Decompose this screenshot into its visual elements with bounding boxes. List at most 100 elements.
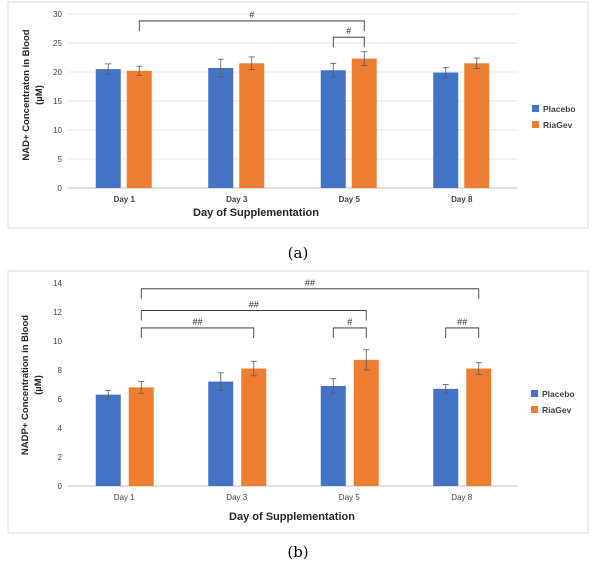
- significance-label: ##: [457, 317, 467, 327]
- error-bar: [473, 57, 480, 69]
- chart-a-legend-placebo: Placebo: [543, 104, 576, 114]
- chart-b-significance: ###### # ##: [140, 278, 480, 338]
- chart-b-y-axis-label-line2: (µM): [33, 375, 44, 395]
- x-tick-label: Day 8: [451, 493, 472, 502]
- x-tick-label: Day 1: [114, 195, 136, 204]
- y-tick-label: 5: [58, 155, 63, 164]
- bar-placebo-day-3: [208, 67, 234, 188]
- chart-a-bars: [95, 58, 490, 188]
- y-tick-label: 14: [53, 279, 62, 288]
- chart-b-legend-swatch-riagev: [531, 406, 538, 413]
- significance-bracket: #: [332, 26, 365, 48]
- bar-placebo-day-5: [320, 385, 346, 486]
- x-tick-label: Day 8: [451, 195, 473, 204]
- chart-b-frame: [7, 270, 589, 534]
- significance-bracket: ##: [445, 317, 480, 338]
- bar-placebo-day-1: [95, 69, 121, 188]
- significance-label: ##: [249, 300, 259, 310]
- chart-b-error-bars: [105, 349, 482, 400]
- chart-a-y-axis-label-line1: NAD+ Concentraton in Blood: [21, 29, 32, 160]
- bar-riagev-day-8: [466, 368, 492, 486]
- chart-b-legend-riagev: RiaGev: [542, 405, 572, 415]
- panel-label-b: (b): [287, 543, 308, 561]
- y-tick-label: 20: [53, 68, 62, 77]
- y-tick-label: 0: [58, 482, 63, 491]
- bar-riagev-day-5: [353, 359, 379, 486]
- error-bar: [330, 378, 337, 394]
- chart-b-legend: Placebo RiaGev: [531, 389, 575, 415]
- y-tick-label: 0: [58, 184, 63, 193]
- significance-bracket: #: [138, 10, 365, 31]
- chart-b-y-ticks: 0 2 4 6 8 10 12 14: [53, 279, 62, 491]
- significance-label: ##: [192, 317, 202, 327]
- chart-b-y-axis-label-line1: NADP+ Concentration in Blood: [20, 315, 31, 455]
- bar-placebo-day-8: [433, 388, 459, 486]
- y-tick-label: 8: [58, 366, 63, 375]
- error-bar: [138, 381, 145, 394]
- y-tick-label: 12: [53, 308, 62, 317]
- y-tick-label: 10: [53, 337, 62, 346]
- chart-a-significance: ##: [138, 10, 365, 48]
- bar-placebo-day-5: [320, 70, 346, 188]
- chart-a-legend: Placebo RiaGev: [532, 104, 576, 130]
- chart-a-y-ticks: 0 5 10 15 20 25 30: [53, 10, 62, 193]
- significance-label: #: [346, 26, 351, 36]
- bar-placebo-day-8: [433, 72, 459, 188]
- error-bar: [475, 362, 482, 375]
- bar-placebo-day-1: [95, 394, 121, 486]
- error-bar: [217, 58, 224, 78]
- significance-bracket: ##: [140, 278, 480, 299]
- y-tick-label: 10: [53, 126, 62, 135]
- error-bar: [248, 56, 255, 71]
- x-tick-label: Day 3: [226, 195, 248, 204]
- y-tick-label: 6: [58, 395, 63, 404]
- error-bar: [442, 384, 449, 394]
- y-tick-label: 4: [58, 424, 63, 433]
- chart-a-x-axis-label: Day of Supplementation: [193, 207, 319, 219]
- x-tick-label: Day 3: [226, 493, 247, 502]
- error-bar: [217, 372, 224, 391]
- chart-a-legend-swatch-riagev: [532, 121, 539, 128]
- bar-riagev-day-1: [126, 70, 152, 188]
- chart-a-x-ticks: Day 1 Day 3 Day 5 Day 8: [114, 195, 473, 204]
- chart-a-frame: [7, 1, 589, 229]
- significance-label: #: [347, 317, 352, 327]
- x-tick-label: Day 1: [114, 493, 135, 502]
- significance-label: ##: [305, 278, 315, 288]
- error-bar: [105, 389, 112, 400]
- panel-label-a: (a): [288, 244, 309, 262]
- x-tick-label: Day 5: [339, 493, 360, 502]
- chart-b-legend-placebo: Placebo: [542, 389, 575, 399]
- y-tick-label: 15: [53, 97, 62, 106]
- chart-b-bars: [95, 359, 492, 486]
- significance-bracket: ##: [140, 300, 367, 321]
- error-bar: [330, 62, 337, 78]
- bar-riagev-day-3: [241, 368, 267, 486]
- y-tick-label: 30: [53, 10, 62, 19]
- significance-label: #: [249, 10, 254, 20]
- error-bar: [136, 65, 143, 76]
- chart-a-legend-riagev: RiaGev: [543, 120, 573, 130]
- y-tick-label: 2: [58, 453, 63, 462]
- chart-b-x-axis-label: Day of Supplementation: [229, 511, 355, 523]
- significance-bracket: ##: [140, 317, 255, 338]
- bar-riagev-day-5: [351, 58, 377, 188]
- error-bar: [105, 63, 112, 75]
- x-tick-label: Day 5: [339, 195, 361, 204]
- chart-b-x-ticks: Day 1 Day 3 Day 5 Day 8: [114, 493, 473, 502]
- chart-a-y-axis-label-line2: (µM): [34, 85, 45, 105]
- bar-riagev-day-1: [128, 387, 154, 486]
- chart-a-legend-swatch-placebo: [532, 105, 539, 112]
- bar-riagev-day-8: [464, 63, 490, 188]
- chart-b-legend-swatch-placebo: [531, 390, 538, 397]
- error-bar: [442, 66, 449, 79]
- significance-bracket: #: [332, 317, 367, 338]
- bar-placebo-day-3: [208, 381, 234, 486]
- bar-riagev-day-3: [239, 63, 265, 188]
- error-bar: [250, 360, 257, 377]
- chart-a-error-bars: [105, 51, 480, 79]
- error-bar: [363, 349, 370, 371]
